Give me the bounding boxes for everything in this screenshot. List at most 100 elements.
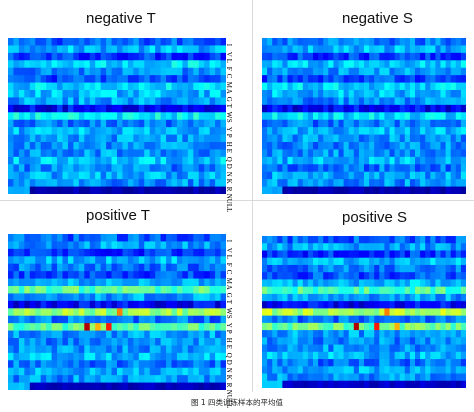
heatmap-cell — [262, 156, 268, 165]
heatmap-cell — [440, 60, 446, 69]
heatmap-cell — [51, 82, 58, 91]
heatmap-cell — [267, 112, 273, 121]
heatmap-cell — [8, 60, 14, 69]
heatmap-cell — [117, 45, 123, 54]
heatmap-cell — [262, 171, 268, 180]
heatmap-cell — [8, 127, 14, 135]
heatmap-cell — [364, 315, 370, 324]
heatmap-cell — [89, 345, 96, 354]
heatmap-cell — [144, 112, 151, 121]
heatmap-cell — [106, 60, 112, 69]
heatmap-cell — [328, 171, 334, 180]
heatmap-cell — [176, 119, 183, 128]
heatmap-cell — [409, 236, 416, 244]
heatmap-cell — [73, 315, 80, 324]
heatmap-cell — [35, 97, 42, 106]
heatmap-cell — [209, 293, 216, 302]
heatmap-cell — [435, 272, 441, 280]
heatmap-cell — [209, 248, 216, 257]
heatmap-cell — [84, 263, 91, 272]
heatmap-cell — [282, 90, 288, 98]
heatmap-cell — [182, 60, 189, 69]
heatmap-cell — [155, 375, 161, 383]
heatmap-cell — [144, 82, 151, 91]
heatmap-cell — [78, 164, 85, 173]
heatmap-cell — [89, 134, 96, 143]
heatmap-cell — [272, 257, 278, 266]
heatmap-cell — [389, 171, 395, 180]
heatmap-cell — [404, 156, 411, 165]
heatmap-cell — [84, 97, 91, 106]
heatmap-cell — [117, 179, 123, 187]
heatmap-cell — [425, 344, 431, 353]
heatmap-cell — [18, 338, 25, 346]
heatmap-cell — [182, 256, 189, 265]
heatmap-cell — [106, 241, 112, 250]
heatmap-cell — [18, 186, 25, 194]
heatmap-cell — [272, 293, 278, 302]
heatmap-cell — [155, 164, 161, 173]
heatmap-cell — [166, 338, 172, 346]
heatmap-cell — [220, 60, 226, 69]
heatmap-cell — [333, 257, 339, 266]
heatmap-cell — [262, 38, 268, 46]
heatmap-cell — [46, 256, 52, 265]
heatmap-cell — [323, 90, 329, 98]
heatmap-cell — [384, 156, 390, 165]
heatmap-cell — [343, 236, 350, 244]
heatmap-cell — [73, 256, 80, 265]
heatmap-cell — [193, 323, 200, 331]
heatmap-cell — [313, 373, 319, 382]
heatmap-cell — [127, 286, 134, 294]
heatmap-cell — [122, 382, 129, 390]
heatmap-cell — [282, 164, 288, 173]
heatmap-cell — [430, 366, 436, 374]
row-label-d: D — [224, 163, 233, 169]
heatmap-cell — [277, 344, 283, 353]
heatmap-cell — [440, 38, 446, 46]
heatmap-cell — [389, 52, 395, 61]
heatmap-cell — [122, 164, 129, 173]
heatmap-cell — [24, 112, 31, 121]
heatmap-cell — [450, 337, 457, 345]
heatmap-cell — [389, 330, 395, 338]
heatmap-cell — [171, 323, 178, 331]
heatmap-cell — [149, 352, 156, 361]
heatmap-cell — [404, 82, 411, 91]
heatmap-cell — [84, 149, 91, 158]
heatmap-cell — [78, 382, 85, 390]
heatmap-cell — [160, 82, 167, 91]
heatmap-cell — [40, 90, 47, 98]
heatmap-cell — [445, 315, 452, 324]
heatmap-cell — [333, 351, 339, 360]
heatmap-cell — [379, 179, 385, 187]
heatmap-cell — [302, 67, 309, 76]
heatmap-cell — [67, 82, 74, 91]
heatmap-cell — [272, 38, 278, 46]
heatmap-cell — [111, 75, 118, 83]
heatmap-cell — [313, 179, 319, 187]
heatmap-cell — [302, 308, 309, 317]
heatmap-cell — [292, 337, 299, 345]
heatmap-cell — [292, 119, 299, 128]
heatmap-cell — [209, 315, 216, 324]
heatmap-cell — [100, 256, 107, 265]
heatmap-cell — [369, 380, 375, 388]
heatmap-cell — [399, 164, 406, 173]
heatmap-cell — [277, 308, 283, 317]
heatmap-cell — [353, 264, 360, 273]
heatmap-cell — [117, 293, 123, 302]
heatmap-cell — [399, 272, 406, 280]
heatmap-cell — [51, 156, 58, 165]
heatmap-cell — [328, 250, 334, 259]
heatmap-cell — [425, 236, 431, 244]
heatmap-cell — [57, 330, 63, 339]
heatmap-cell — [149, 97, 156, 106]
heatmap-cell — [379, 359, 385, 367]
heatmap-cell — [100, 82, 107, 91]
heatmap-cell — [67, 271, 74, 279]
heatmap-cell — [302, 250, 309, 259]
heatmap-cell — [384, 344, 390, 353]
heatmap-cell — [84, 278, 91, 287]
heatmap-cell — [204, 263, 211, 272]
